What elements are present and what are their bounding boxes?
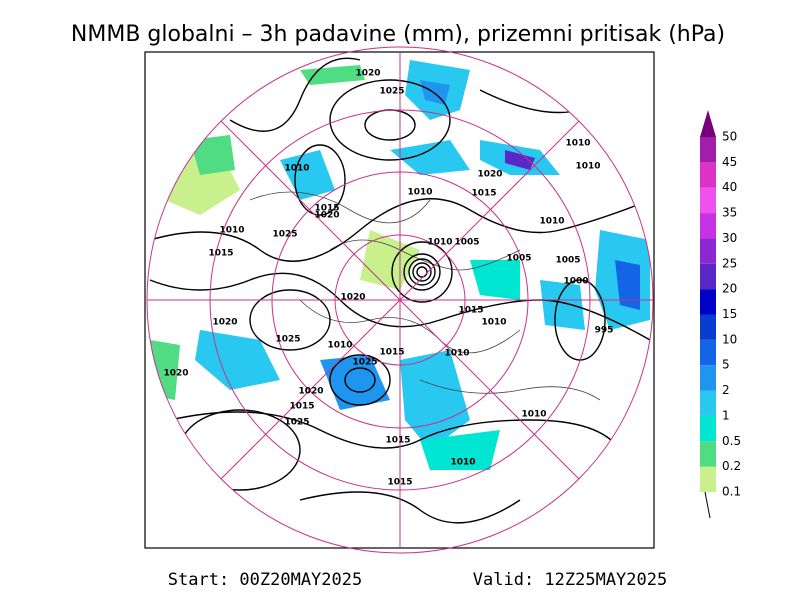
isobar-label: 1010 (521, 410, 546, 420)
colorbar-segment (700, 466, 716, 492)
colorbar-label: 15 (722, 307, 737, 321)
colorbar-label: 20 (722, 282, 737, 296)
isobar-label: 1020 (298, 387, 323, 397)
colorbar-segment (700, 390, 716, 416)
colorbar-tail (704, 491, 711, 519)
valid-time: Valid: 12Z25MAY2025 (473, 570, 667, 590)
isobar-label: 1000 (563, 277, 588, 287)
colorbar-label: 25 (722, 256, 737, 270)
colorbar-segment (700, 263, 716, 290)
isobar-label: 1010 (481, 318, 506, 328)
isobar-label: 1020 (212, 318, 237, 328)
isobar-label: 1015 (387, 478, 412, 488)
isobar-label: 1020 (340, 293, 365, 303)
isobar-label: 1015 (385, 436, 410, 446)
colorbar-label: 40 (722, 180, 737, 194)
isobar-label: 1010 (575, 162, 600, 172)
colorbar-label: 2 (722, 383, 730, 397)
colorbar-segment (700, 339, 716, 366)
isobar-label: 1010 (565, 139, 590, 149)
isobar-label: 1010 (284, 164, 309, 174)
colorbar-segment (700, 314, 716, 340)
colorbar-label: 10 (722, 332, 737, 346)
colorbar-label: 0.2 (722, 459, 741, 473)
colorbar-label: 30 (722, 231, 737, 245)
isobar-label: 1010 (327, 341, 352, 351)
isobar-label: 1020 (314, 211, 339, 221)
colorbar-segment (700, 441, 716, 467)
colorbar-label: 5 (722, 358, 730, 372)
isobar-label: 1025 (379, 87, 404, 97)
isobar-label: 1020 (477, 170, 502, 180)
colorbar-label: 35 (722, 206, 737, 220)
isobar-label: 1010 (219, 226, 244, 236)
colorbar-segment (700, 162, 716, 188)
colorbar-segment (700, 187, 716, 214)
isobar-label: 1005 (555, 256, 580, 266)
graticule (146, 46, 654, 554)
isobar-label: 1015 (314, 204, 339, 214)
isobar-label: 1020 (163, 369, 188, 379)
title: NMMB globalni – 3h padavine (mm), prizem… (71, 22, 725, 47)
isobar-label: 1025 (275, 335, 300, 345)
isobar-labels: 1020102510101010101010201015101010151020… (163, 69, 613, 488)
isobar-label: 1015 (379, 348, 404, 358)
colorbar-segment (700, 289, 716, 315)
colorbar-segment (700, 415, 716, 442)
start-time: Start: 00Z20MAY2025 (168, 570, 362, 590)
isobar-label: 1010 (450, 458, 475, 468)
isobar-label: 1010 (539, 217, 564, 227)
isobar-label: 1010 (427, 238, 452, 248)
isobar-label: 1020 (355, 69, 380, 79)
isobar-label: 1015 (458, 306, 483, 316)
colorbar-label: 0.5 (722, 434, 741, 448)
colorbar-label: 50 (722, 130, 737, 144)
colorbar-label: 45 (722, 155, 737, 169)
colorbar-label: 0.1 (722, 485, 741, 499)
isobar-label: 1010 (407, 188, 432, 198)
isobar-label: 995 (595, 326, 614, 336)
isobar-label: 1025 (352, 358, 377, 368)
isobar-label: 1005 (454, 238, 479, 248)
isobar-label: 1015 (289, 402, 314, 412)
isobar-label: 1015 (208, 249, 233, 259)
colorbar-segment (700, 213, 716, 239)
colorbar-segment (700, 238, 716, 264)
isobar-label: 1015 (471, 189, 496, 199)
isobar-label: 1005 (506, 254, 531, 264)
precipitation (150, 60, 650, 470)
colorbar-segment (700, 365, 716, 391)
isobar-label: 1025 (284, 418, 309, 428)
coastlines (249, 191, 601, 401)
colorbar-arrow (700, 110, 716, 137)
colorbar-segment (700, 137, 716, 163)
isobar-label: 1010 (444, 349, 469, 359)
isobar-label: 1025 (272, 230, 297, 240)
colorbar-label: 1 (722, 408, 730, 422)
